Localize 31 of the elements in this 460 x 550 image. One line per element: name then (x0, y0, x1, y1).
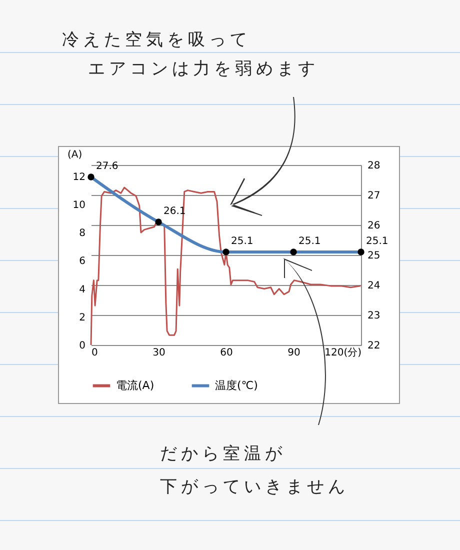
legend-label: 温度(℃) (215, 378, 258, 392)
y-tick-label: 12 (72, 172, 86, 183)
text: 下がっていきません (160, 476, 349, 498)
y-tick-label: 10 (72, 200, 86, 211)
data-label: 25.1 (298, 236, 321, 247)
text: だから室温が (160, 443, 286, 465)
x-tick-label: 60 (220, 348, 233, 358)
x-tick-label: 90 (288, 348, 300, 358)
legend-label: 電流(A) (116, 378, 154, 392)
data-label: 25.1 (231, 236, 254, 247)
y-tick-label: 0 (79, 340, 86, 352)
x-tick-label: 0 (92, 348, 98, 358)
text: エアコンは力を弱めます (88, 58, 319, 80)
line-series (90, 186, 362, 346)
y2-tick-label: 27 (368, 190, 380, 202)
y2-tick-label: 28 (368, 160, 380, 172)
y-tick-label: 6 (79, 256, 86, 268)
y-tick-label: 8 (79, 228, 86, 239)
y-tick-label: 4 (79, 284, 86, 296)
data-label: 27.6 (96, 161, 118, 172)
text: 冷えた空気を吸って (62, 29, 251, 51)
y2-tick-label: 24 (368, 280, 380, 292)
y-tick-label: 2 (79, 312, 86, 324)
x-tick-label: 120(分) (324, 346, 362, 358)
y2-tick-label: 26 (368, 220, 380, 232)
data-label: 25.1 (366, 236, 388, 247)
y2-tick-label: 25 (368, 250, 380, 262)
y2-tick-label: 22 (368, 340, 380, 352)
x-tick-label: 30 (152, 348, 166, 358)
y-axis-title: (A) (68, 150, 82, 160)
y2-tick-label: 23 (368, 310, 380, 322)
